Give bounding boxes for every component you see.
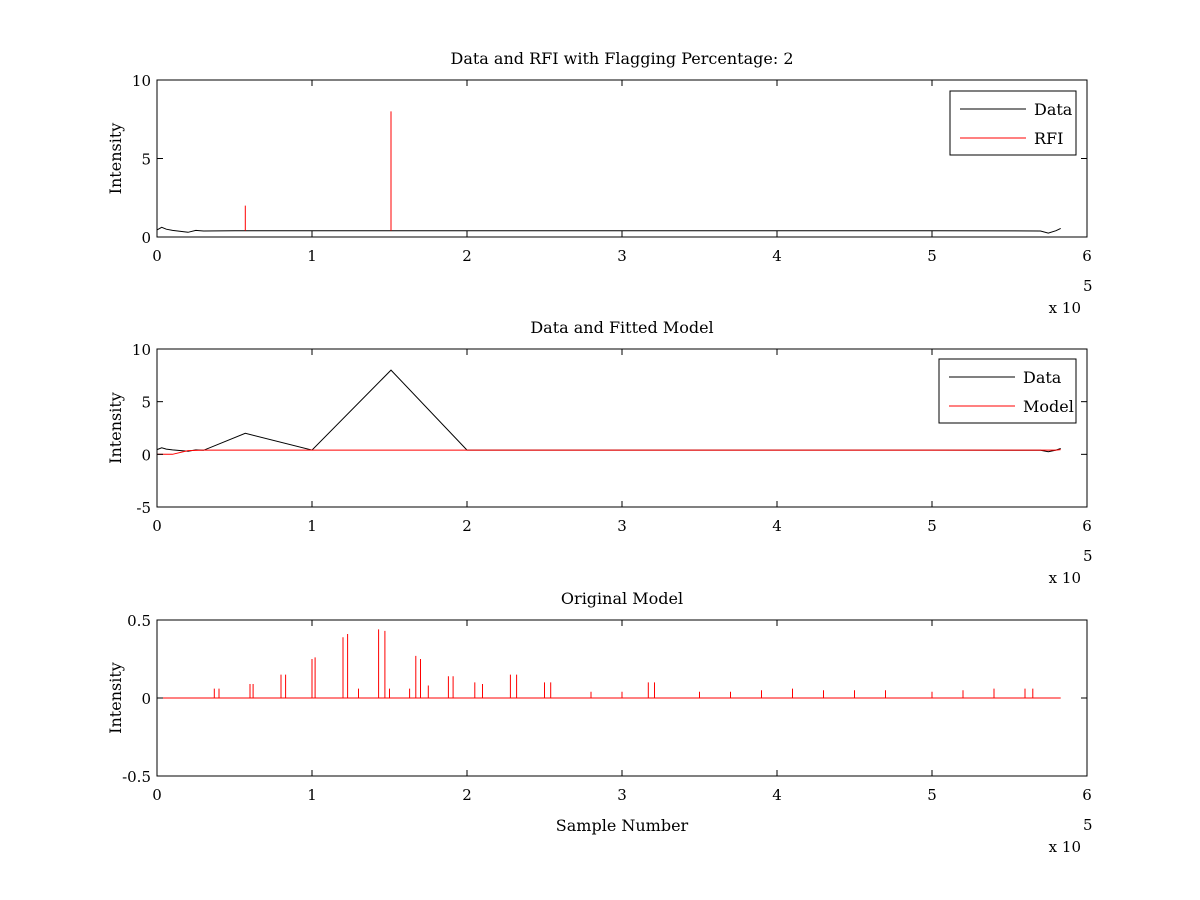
- series-line-model: [157, 449, 1061, 455]
- x-tick-label: 1: [307, 517, 317, 535]
- legend-box: [938, 358, 1077, 424]
- legend-label-rfi: RFI: [1034, 129, 1063, 148]
- legend-label-data: Data: [1023, 368, 1062, 387]
- x-tick-label: 4: [772, 786, 782, 804]
- x-tick-label: 0: [152, 517, 162, 535]
- x-tick-label: 1: [307, 786, 317, 804]
- legend-label-model: Model: [1023, 397, 1074, 416]
- x-multiplier-exponent: 5: [1083, 277, 1093, 295]
- x-tick-label: 5: [927, 517, 937, 535]
- x-tick-label: 6: [1082, 786, 1092, 804]
- x-multiplier: x 10: [1049, 569, 1081, 587]
- x-multiplier: x 10: [1049, 838, 1081, 856]
- subplot-1: 0 1 2 3 4 5 6 0 5 10 Data and RFI with Flagging Pe…: [106, 49, 1093, 317]
- x-tick-label: 5: [927, 786, 937, 804]
- x-multiplier-exponent: 5: [1083, 547, 1093, 565]
- x-tick-label: 2: [462, 247, 472, 265]
- plot-frame: [156, 79, 1088, 238]
- y-tick-label: 0.5: [127, 612, 151, 630]
- y-tick-label: 5: [141, 151, 151, 169]
- x-tick-label: 6: [1082, 247, 1092, 265]
- x-tick-label: 0: [152, 786, 162, 804]
- x-tick-label: 3: [617, 247, 627, 265]
- y-tick-label: 0: [141, 690, 151, 708]
- series-line-rfi: [244, 111, 392, 231]
- y-tick-label: 10: [132, 72, 151, 90]
- x-tick-label: 0: [152, 247, 162, 265]
- y-tick-label: 0: [141, 229, 151, 247]
- y-tick-label: 5: [141, 394, 151, 412]
- legend-box: [949, 90, 1077, 156]
- x-tick-label: 4: [772, 517, 782, 535]
- chart-title: Data and RFI with Flagging Percentage: 2: [450, 49, 793, 68]
- legend: Data Model: [938, 358, 1077, 424]
- y-tick-label: -5: [136, 499, 151, 517]
- x-multiplier: x 10: [1049, 299, 1081, 317]
- x-tick-label: 4: [772, 247, 782, 265]
- x-axis-label: Sample Number: [556, 816, 689, 835]
- x-tick-label: 2: [462, 517, 472, 535]
- x-tick-label: 5: [927, 247, 937, 265]
- y-axis-label: Intensity: [106, 662, 125, 734]
- x-tick-label: 6: [1082, 517, 1092, 535]
- chart-title: Data and Fitted Model: [530, 318, 713, 337]
- x-tick-label: 3: [617, 517, 627, 535]
- x-tick-label: 2: [462, 786, 472, 804]
- x-tick-label: 3: [617, 786, 627, 804]
- legend-label-data: Data: [1034, 100, 1073, 119]
- y-tick-label: -0.5: [122, 768, 151, 786]
- legend: Data RFI: [949, 90, 1077, 156]
- y-axis-label: Intensity: [106, 123, 125, 195]
- chart-title: Original Model: [561, 589, 683, 608]
- series-line-model: [157, 629, 1061, 699]
- x-multiplier-exponent: 5: [1083, 816, 1093, 834]
- x-tick-label: 1: [307, 247, 317, 265]
- y-axis-label: Intensity: [106, 392, 125, 464]
- series-line-data: [156, 226, 1061, 234]
- y-tick-label: 10: [132, 341, 151, 359]
- y-tick-label: 0: [141, 446, 151, 464]
- series-line-data: [156, 369, 1061, 453]
